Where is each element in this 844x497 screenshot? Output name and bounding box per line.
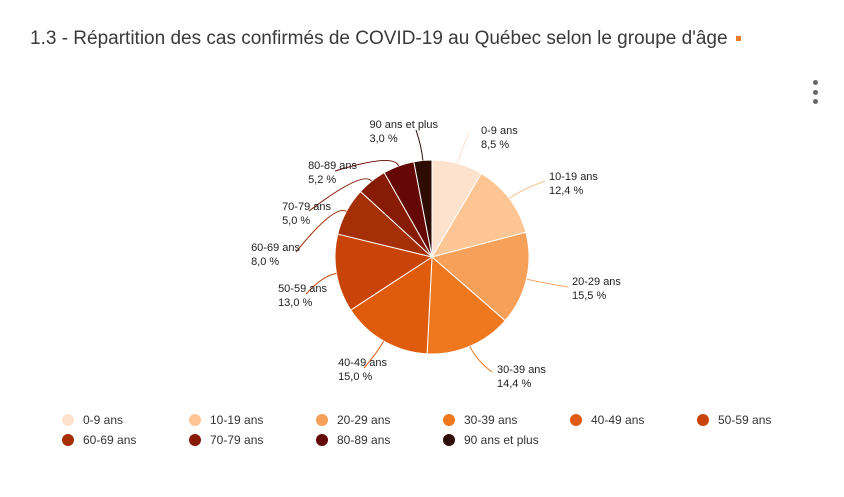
legend-item[interactable]: 60-69 ans	[62, 432, 189, 447]
legend-swatch	[62, 433, 74, 446]
legend-item[interactable]: 0-9 ans	[62, 412, 189, 427]
slice-category-label: 50-59 ans	[278, 283, 327, 295]
legend-label: 0-9 ans	[83, 412, 124, 427]
slice-value-label: 3,0 %	[370, 133, 398, 145]
label-connector	[415, 129, 424, 161]
legend-swatch	[697, 413, 709, 426]
slice-value-label: 14,4 %	[497, 378, 531, 390]
legend-label: 70-79 ans	[210, 432, 264, 447]
slice-value-label: 13,0 %	[278, 297, 312, 309]
legend-item[interactable]: 90 ans et plus	[443, 432, 570, 447]
slice-category-label: 90 ans et plus	[370, 119, 439, 131]
label-connector	[334, 159, 400, 172]
slice-category-label: 30-39 ans	[497, 364, 546, 376]
legend-label: 90 ans et plus	[464, 432, 539, 447]
pie-slice[interactable]	[426, 255, 506, 355]
slice-category-label: 80-89 ans	[308, 160, 357, 172]
menu-dot	[812, 80, 818, 85]
label-connector	[457, 132, 470, 164]
slice-value-label: 5,0 %	[282, 215, 310, 227]
label-connector	[295, 210, 347, 253]
menu-dot	[812, 99, 818, 104]
more-vertical-icon[interactable]	[808, 80, 822, 104]
legend-swatch	[443, 413, 455, 426]
pie-chart: 0-9 ans 8,5 % 10-19 ans 12,4 % 20-29 ans 15,5…	[251, 119, 621, 390]
legend-swatch	[570, 413, 582, 426]
label-connector	[526, 278, 569, 288]
legend-label: 10-19 ans	[210, 412, 264, 427]
legend-swatch	[189, 433, 201, 446]
legend-item[interactable]: 10-19 ans	[189, 412, 316, 427]
slice-category-label: 20-29 ans	[572, 276, 621, 288]
slice-value-label: 15,0 %	[338, 371, 372, 383]
label-connector	[305, 272, 337, 295]
slice-value-label: 12,4 %	[549, 185, 583, 197]
label-connector	[363, 340, 385, 369]
legend-swatch	[316, 413, 328, 426]
slice-value-label: 5,2 %	[308, 174, 336, 186]
pie-slice[interactable]	[430, 231, 530, 322]
legend-item[interactable]: 40-49 ans	[570, 412, 697, 427]
slice-value-label: 15,5 %	[572, 290, 606, 302]
slice-category-label: 60-69 ans	[251, 242, 300, 254]
legend-item[interactable]: 20-29 ans	[316, 412, 443, 427]
legend-label: 50-59 ans	[718, 412, 772, 427]
menu-dot	[812, 89, 818, 95]
legend-label: 30-39 ans	[464, 412, 518, 427]
chart-title: 1.3 - Répartition des cas confirmés de C…	[30, 28, 741, 50]
label-connector	[469, 346, 493, 373]
legend-swatch	[316, 433, 328, 446]
title-marker-icon	[735, 36, 741, 42]
slice-value-label: 8,5 %	[481, 139, 509, 151]
legend-swatch	[443, 433, 455, 446]
chart-legend: 0-9 ans 10-19 ans 20-29 ans 30-39 ans 40-49 …	[62, 412, 822, 447]
label-connector	[308, 178, 372, 212]
legend-item[interactable]: 70-79 ans	[189, 432, 316, 447]
legend-label: 60-69 ans	[83, 432, 137, 447]
slice-category-label: 10-19 ans	[549, 171, 598, 183]
pie-slice[interactable]	[350, 256, 433, 355]
slice-category-label: 40-49 ans	[338, 357, 387, 369]
legend-item[interactable]: 80-89 ans	[316, 432, 443, 447]
legend-item[interactable]: 30-39 ans	[443, 412, 570, 427]
legend-item[interactable]: 50-59 ans	[697, 412, 824, 427]
legend-label: 20-29 ans	[337, 412, 391, 427]
slice-category-label: 0-9 ans	[481, 125, 518, 137]
legend-label: 80-89 ans	[337, 432, 391, 447]
legend-label: 40-49 ans	[591, 412, 645, 427]
slice-category-label: 70-79 ans	[282, 201, 331, 213]
legend-swatch	[189, 413, 201, 426]
pie-slice[interactable]	[430, 172, 527, 258]
pie-slice[interactable]	[334, 233, 434, 311]
label-connector	[509, 180, 546, 199]
slice-value-label: 8,0 %	[251, 256, 279, 268]
chart-title-text: 1.3 - Répartition des cas confirmés de C…	[30, 28, 728, 49]
legend-swatch	[62, 413, 74, 426]
